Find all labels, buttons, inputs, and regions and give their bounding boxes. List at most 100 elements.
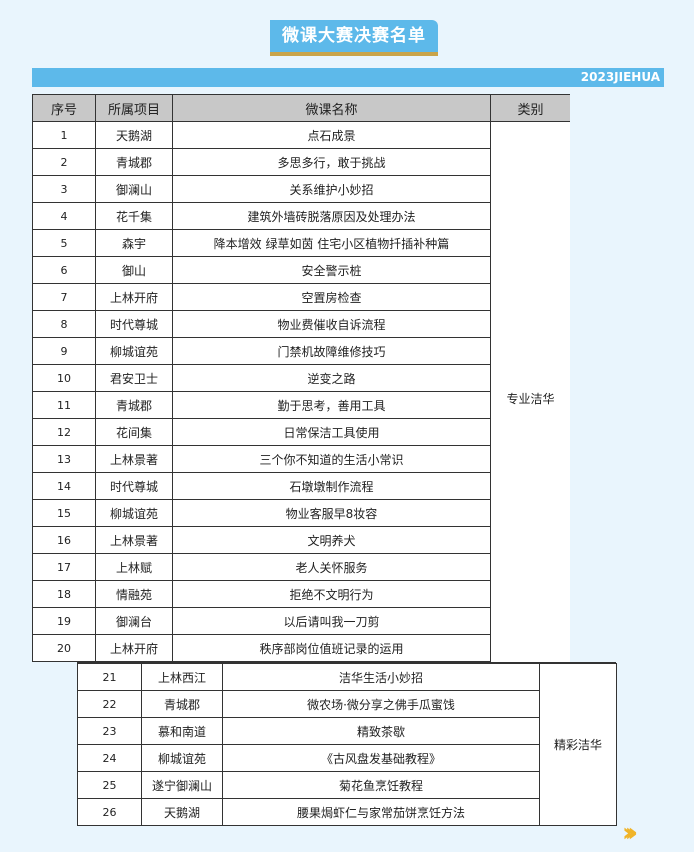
- table-row: 26 天鹅湖 腰果焗虾仁与家常茄饼烹饪方法: [77, 798, 617, 826]
- row-course-name: 微农场·微分享之佛手瓜蜜饯: [222, 690, 540, 718]
- row-course-name: 多思多行，敢于挑战: [172, 148, 491, 176]
- row-index: 2: [32, 148, 96, 176]
- row-project: 上林景著: [95, 445, 173, 473]
- row-course-name: 腰果焗虾仁与家常茄饼烹饪方法: [222, 798, 540, 826]
- table-row: 11 青城郡 勤于思考，善用工具: [32, 391, 571, 419]
- table-row: 9 柳城谊苑 门禁机故障维修技巧: [32, 337, 571, 365]
- row-course-name: 秩序部岗位值班记录的运用: [172, 634, 491, 662]
- row-index: 9: [32, 337, 96, 365]
- table-row: 25 遂宁御澜山 菊花鱼烹饪教程: [77, 771, 617, 799]
- finalist-table-part-1: 序号 所属项目 微课名称 类别 1 天鹅湖 点石成景 专业洁华 2 青城郡 多思多行，敢于挑…: [32, 94, 570, 662]
- table-row: 13 上林景著 三个你不知道的生活小常识: [32, 445, 571, 473]
- row-index: 24: [77, 744, 142, 772]
- table-row: 15 柳城谊苑 物业客服早8妆容: [32, 499, 571, 527]
- row-project: 青城郡: [95, 391, 173, 419]
- row-project: 天鹅湖: [95, 121, 173, 149]
- table-row: 17 上林赋 老人关怀服务: [32, 553, 571, 581]
- row-project: 花间集: [95, 418, 173, 446]
- row-index: 20: [32, 634, 96, 662]
- row-course-name: 三个你不知道的生活小常识: [172, 445, 491, 473]
- row-project: 上林赋: [95, 553, 173, 581]
- row-project: 时代尊城: [95, 310, 173, 338]
- table-header: 序号 所属项目 微课名称 类别: [32, 94, 570, 122]
- row-project: 上林西江: [141, 663, 223, 691]
- row-project: 青城郡: [95, 148, 173, 176]
- row-project: 森宇: [95, 229, 173, 257]
- row-index: 6: [32, 256, 96, 284]
- table-row: 19 御澜台 以后请叫我一刀剪: [32, 607, 571, 635]
- row-index: 8: [32, 310, 96, 338]
- row-index: 19: [32, 607, 96, 635]
- category-cell: 精彩洁华: [539, 663, 617, 826]
- row-project: 御澜山: [95, 175, 173, 203]
- row-project: 君安卫士: [95, 364, 173, 392]
- header-course-name: 微课名称: [172, 94, 491, 122]
- row-course-name: 拒绝不文明行为: [172, 580, 491, 608]
- row-course-name: 洁华生活小妙招: [222, 663, 540, 691]
- row-course-name: 石墩墩制作流程: [172, 472, 491, 500]
- table-row: 20 上林开府 秩序部岗位值班记录的运用: [32, 634, 571, 662]
- table-row: 4 花千集 建筑外墙砖脱落原因及处理办法: [32, 202, 571, 230]
- row-index: 12: [32, 418, 96, 446]
- table-row: 7 上林开府 空置房检查: [32, 283, 571, 311]
- row-course-name: 建筑外墙砖脱落原因及处理办法: [172, 202, 491, 230]
- row-course-name: 门禁机故障维修技巧: [172, 337, 491, 365]
- row-index: 17: [32, 553, 96, 581]
- row-index: 23: [77, 717, 142, 745]
- row-course-name: 日常保洁工具使用: [172, 418, 491, 446]
- table-row: 22 青城郡 微农场·微分享之佛手瓜蜜饯: [77, 690, 617, 718]
- table-row: 2 青城郡 多思多行，敢于挑战: [32, 148, 571, 176]
- row-project: 情融苑: [95, 580, 173, 608]
- row-course-name: 空置房检查: [172, 283, 491, 311]
- table-row: 21 上林西江 洁华生活小妙招 精彩洁华: [77, 663, 617, 826]
- header-category: 类别: [490, 94, 570, 122]
- row-project: 上林开府: [95, 634, 173, 662]
- row-project: 御澜台: [95, 607, 173, 635]
- table-row: 10 君安卫士 逆变之路: [32, 364, 571, 392]
- row-course-name: 精致茶歇: [222, 717, 540, 745]
- table-row: 6 御山 安全警示桩: [32, 256, 571, 284]
- table-row: 16 上林景著 文明养犬: [32, 526, 571, 554]
- row-index: 18: [32, 580, 96, 608]
- finalist-table-part-2: 21 上林西江 洁华生活小妙招 精彩洁华 22 青城郡 微农场·微分享之佛手瓜蜜饯 23 慕和南…: [77, 662, 617, 826]
- table-row: 5 森宇 降本增效 绿草如茵 住宅小区植物扦插补种篇: [32, 229, 571, 257]
- row-index: 5: [32, 229, 96, 257]
- year-banner: 2023JIEHUA: [32, 68, 664, 87]
- row-index: 1: [32, 121, 96, 149]
- row-project: 柳城谊苑: [95, 337, 173, 365]
- table-row: 14 时代尊城 石墩墩制作流程: [32, 472, 571, 500]
- row-course-name: 关系维护小妙招: [172, 175, 491, 203]
- row-course-name: 勤于思考，善用工具: [172, 391, 491, 419]
- row-index: 25: [77, 771, 142, 799]
- row-index: 14: [32, 472, 96, 500]
- row-course-name: 安全警示桩: [172, 256, 491, 284]
- row-index: 7: [32, 283, 96, 311]
- page-title: 微课大赛决赛名单: [270, 20, 438, 56]
- row-index: 4: [32, 202, 96, 230]
- category-cell: 专业洁华: [490, 121, 570, 662]
- row-project: 上林景著: [95, 526, 173, 554]
- row-index: 16: [32, 526, 96, 554]
- row-course-name: 菊花鱼烹饪教程: [222, 771, 540, 799]
- row-index: 3: [32, 175, 96, 203]
- header-index: 序号: [32, 94, 96, 122]
- header-project: 所属项目: [95, 94, 173, 122]
- table-row: 12 花间集 日常保洁工具使用: [32, 418, 571, 446]
- row-project: 柳城谊苑: [95, 499, 173, 527]
- row-project: 御山: [95, 256, 173, 284]
- row-course-name: 降本增效 绿草如茵 住宅小区植物扦插补种篇: [172, 229, 491, 257]
- table-row: 23 慕和南道 精致茶歇: [77, 717, 617, 745]
- row-index: 10: [32, 364, 96, 392]
- row-project: 青城郡: [141, 690, 223, 718]
- table-row: 24 柳城谊苑 《古风盘发基础教程》: [77, 744, 617, 772]
- row-project: 上林开府: [95, 283, 173, 311]
- row-index: 13: [32, 445, 96, 473]
- table-row: 3 御澜山 关系维护小妙招: [32, 175, 571, 203]
- row-project: 时代尊城: [95, 472, 173, 500]
- row-index: 26: [77, 798, 142, 826]
- row-project: 慕和南道: [141, 717, 223, 745]
- chevron-right-triple-icon[interactable]: ›››: [622, 818, 638, 848]
- row-course-name: 逆变之路: [172, 364, 491, 392]
- row-course-name: 点石成景: [172, 121, 491, 149]
- table-row: 8 时代尊城 物业费催收自诉流程: [32, 310, 571, 338]
